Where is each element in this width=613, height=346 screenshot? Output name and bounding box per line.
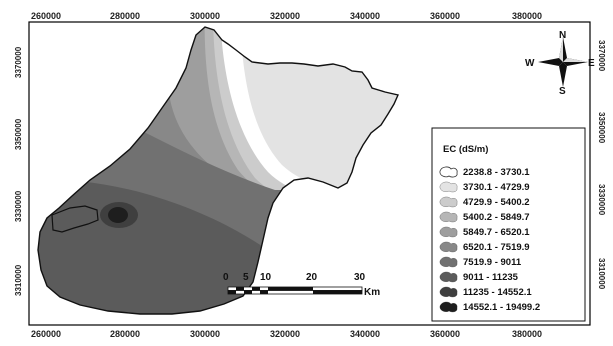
y-tick-right-3310000: 3310000	[597, 258, 606, 290]
legend-label-1: 3730.1 - 4729.9	[463, 182, 530, 193]
north-arrow-icon: N S E W	[525, 30, 595, 97]
legend-label-9: 14552.1 - 19499.2	[463, 302, 540, 313]
legend-swatch-9	[439, 301, 458, 313]
y-tick-left-3370000: 3370000	[14, 46, 23, 78]
legend-swatch-4	[439, 226, 458, 238]
legend: EC (dS/m) 2238.8 - 3730.1 3730.1 - 4729.9…	[431, 127, 586, 322]
compass-w: W	[525, 58, 535, 69]
scale-unit: Km	[364, 287, 380, 298]
scale-label-0: 0	[223, 272, 229, 283]
x-tick-top-360000: 360000	[430, 11, 460, 21]
scale-label-10: 10	[260, 272, 272, 283]
legend-label-2: 4729.9 - 5400.2	[463, 197, 530, 208]
legend-label-0: 2238.8 - 3730.1	[463, 167, 530, 178]
ec-zone-14552-19499	[108, 207, 128, 223]
x-tick-top-380000: 380000	[512, 11, 542, 21]
y-tick-left-3330000: 3330000	[14, 190, 23, 222]
region-outline	[37, 26, 399, 315]
legend-swatch-7	[439, 271, 458, 283]
compass-s: S	[559, 86, 566, 97]
legend-label-8: 11235 - 14552.1	[463, 287, 532, 298]
scale-label-30: 30	[354, 272, 366, 283]
x-tick-top-320000: 320000	[270, 11, 300, 21]
x-tick-bottom-360000: 360000	[430, 329, 460, 339]
x-tick-bottom-300000: 300000	[190, 329, 220, 339]
legend-swatch-2	[439, 196, 458, 208]
y-tick-left-3350000: 3350000	[14, 118, 23, 150]
inlet-outline	[51, 205, 99, 233]
x-tick-bottom-340000: 340000	[350, 329, 380, 339]
y-tick-right-3330000: 3330000	[597, 184, 606, 216]
y-tick-right-3370000: 3370000	[597, 40, 606, 72]
x-tick-top-300000: 300000	[190, 11, 220, 21]
scale-label-5: 5	[243, 272, 249, 283]
legend-box	[431, 127, 586, 322]
x-tick-bottom-320000: 320000	[270, 329, 300, 339]
legend-label-6: 7519.9 - 9011	[463, 257, 522, 268]
legend-label-7: 9011 - 11235	[463, 272, 519, 283]
legend-swatch-3	[439, 211, 458, 223]
compass-n: N	[559, 30, 566, 41]
scale-label-20: 20	[306, 272, 318, 283]
x-tick-bottom-260000: 260000	[31, 329, 61, 339]
x-tick-top-340000: 340000	[350, 11, 380, 21]
y-tick-left-3310000: 3310000	[14, 264, 23, 296]
x-tick-top-280000: 280000	[110, 11, 140, 21]
legend-title: EC (dS/m)	[443, 144, 488, 155]
legend-swatch-8	[439, 286, 458, 298]
legend-label-3: 5400.2 - 5849.7	[463, 212, 530, 223]
legend-label-4: 5849.7 - 6520.1	[463, 227, 530, 238]
scale-bar: 0 5 10 20 30 Km	[223, 272, 380, 298]
y-tick-right-3350000: 3350000	[597, 112, 606, 144]
x-tick-bottom-280000: 280000	[110, 329, 140, 339]
legend-swatch-6	[439, 256, 458, 268]
x-tick-top-260000: 260000	[31, 11, 61, 21]
legend-items: 2238.8 - 3730.1 3730.1 - 4729.9 4729.9 - 5…	[439, 166, 540, 313]
legend-swatch-1	[439, 181, 458, 193]
x-tick-bottom-380000: 380000	[512, 329, 542, 339]
legend-swatch-5	[439, 241, 458, 253]
y-axis-ticks: 3370000 3350000 3330000 3310000 3370000 …	[14, 40, 606, 296]
legend-swatch-0	[439, 166, 458, 178]
legend-label-5: 6520.1 - 7519.9	[463, 242, 530, 253]
compass-e: E	[588, 58, 595, 69]
x-axis-ticks: 260000 280000 300000 320000 340000 36000…	[31, 11, 542, 339]
